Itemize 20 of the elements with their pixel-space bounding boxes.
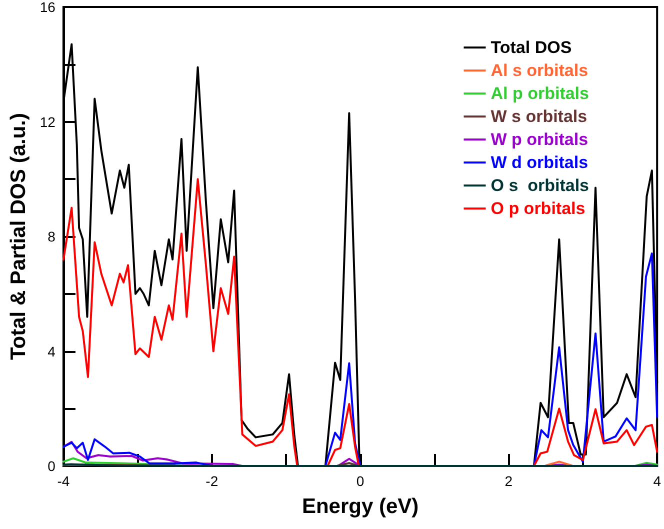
legend-label: W p orbitals: [490, 130, 588, 149]
legend-label: W d orbitals: [490, 153, 588, 172]
legend-label: Al s orbitals: [490, 61, 588, 80]
y-axis-title: Total & Partial DOS (a.u.): [7, 113, 30, 360]
x-axis-title: Energy (eV): [302, 495, 419, 518]
x-tick-label: 2: [504, 473, 513, 489]
legend-label: Total DOS: [490, 38, 572, 57]
legend-label: W s orbitals: [490, 107, 588, 126]
y-tick-label: 8: [48, 228, 56, 244]
x-tick-label: 0: [356, 473, 364, 489]
legend-label: Al p orbitals: [490, 84, 589, 103]
y-tick-label: 0: [48, 458, 56, 474]
y-tick-label: 4: [48, 343, 56, 360]
x-tick-label: -4: [57, 473, 70, 489]
x-tick-label: 4: [653, 473, 662, 489]
x-tick-label: -2: [206, 473, 218, 489]
y-tick-label: 16: [40, 0, 56, 15]
legend-label: O p orbitals: [490, 199, 586, 218]
y-tick-label: 12: [40, 114, 56, 130]
legend-label: O s orbitals: [490, 176, 589, 195]
